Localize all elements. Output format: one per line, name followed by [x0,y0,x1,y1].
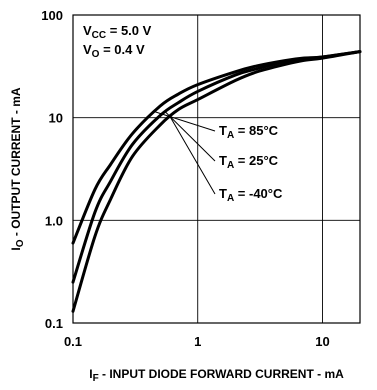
x-tick-label: 0.1 [64,334,82,349]
curve-85c [71,50,362,245]
series-label: TA = -40°C [219,186,283,204]
x-tick-label: 10 [315,334,329,349]
y-tick-label: 100 [41,8,63,23]
series-labels: TA = 85°C TA = 25°C TA = -40°C [154,111,283,204]
tick-labels: 0.1 1 10 100 10 1.0 0.1 [41,8,329,349]
y-tick-label: 0.1 [45,316,63,331]
y-tick-label: 1.0 [45,213,63,228]
y-tick-label: 10 [49,111,63,126]
series-leader-line [154,111,216,132]
y-axis-title: IO - OUTPUT CURRENT - mA [9,87,26,250]
x-axis-title: IF - INPUT DIODE FORWARD CURRENT - mA [89,367,344,384]
series-label: TA = 85°C [219,123,279,141]
test-conditions: VCC = 5.0 VVO = 0.4 V [83,23,152,60]
condition-text: VCC = 5.0 V [83,23,152,41]
series-layer [71,50,362,313]
condition-text: VO = 0.4 V [83,42,145,60]
series-leader-line [164,111,216,162]
series-leader-line [169,116,216,195]
axis-titles: IF - INPUT DIODE FORWARD CURRENT - mA IO … [9,87,344,384]
x-tick-label: 1 [194,334,201,349]
curve-25c [71,50,362,284]
plot-frame [72,14,361,324]
grid [73,15,360,323]
series-label: TA = 25°C [219,153,279,171]
curve-minus40c [71,50,362,313]
